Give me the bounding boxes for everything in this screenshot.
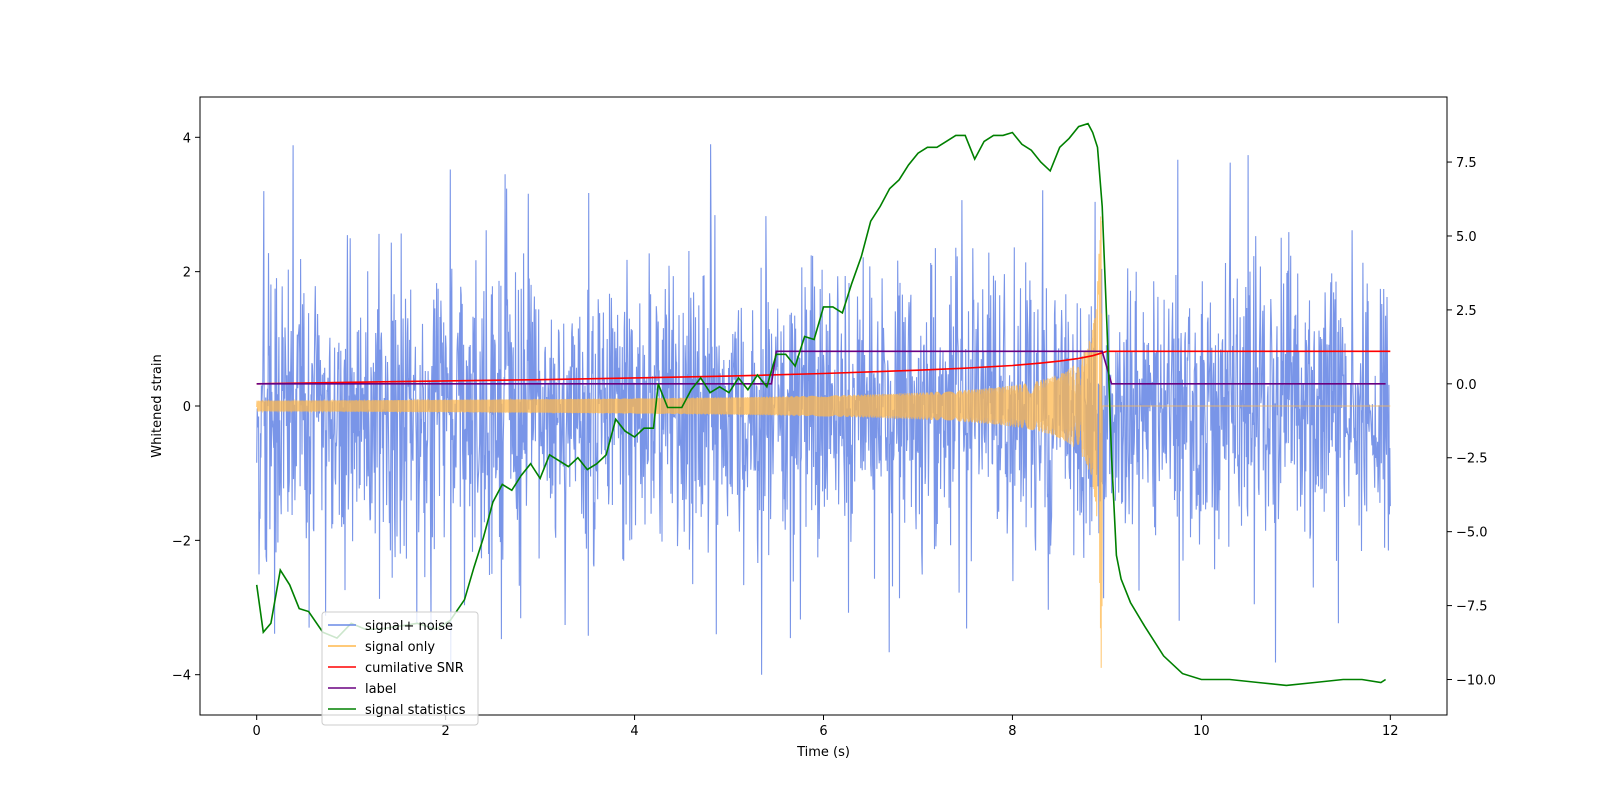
y2-tick-label: −5.0 [1456, 526, 1488, 541]
series-line-signal-noise [256, 144, 1391, 675]
series-line-signal-statistics [255, 122, 1387, 687]
y-tick-label: 4 [183, 131, 191, 146]
y2-tick-label: 7.5 [1456, 156, 1477, 171]
series-layer [255, 122, 1391, 687]
y-tick-label: −2 [172, 534, 191, 549]
x-tick-label: 10 [1193, 724, 1210, 739]
series-line-signal-only [256, 216, 1391, 668]
y2-tick-label: 0.0 [1456, 378, 1477, 393]
y-tick-label: 2 [183, 266, 191, 281]
legend-box [321, 611, 479, 726]
x-tick-label: 8 [1008, 724, 1016, 739]
y2-tick-label: 2.5 [1456, 304, 1477, 319]
legend: signal+ noise signal only cumilative SNR la… [321, 611, 479, 726]
x-tick-label: 0 [253, 724, 261, 739]
x-tick-label: 12 [1382, 724, 1399, 739]
y-tick-label: −4 [172, 669, 191, 684]
y-axis-label: Whitened strain [150, 354, 165, 457]
x-axis-label: Time (s) [796, 745, 850, 760]
legend-label: signal statistics [365, 703, 466, 718]
y2-tick-label: −10.0 [1456, 674, 1496, 689]
legend-label: signal only [365, 640, 435, 655]
series-line-label [256, 350, 1386, 385]
legend-label: signal+ noise [365, 619, 453, 634]
y-tick-label: 0 [183, 400, 191, 415]
legend-label: label [365, 682, 396, 697]
axes-layer: 0 2 4 6 8 10 12 −4 −2 0 2 4 −10.0 −7.5 −5.0 −2.5 0.0 2.5 5… [150, 96, 1496, 760]
y2-tick-label: −7.5 [1456, 600, 1488, 615]
x-tick-label: 4 [630, 724, 638, 739]
legend-label: cumilative SNR [365, 661, 464, 676]
x-tick-label: 2 [441, 724, 449, 739]
x-tick-label: 6 [819, 724, 827, 739]
series-line-cumilative-snr [256, 350, 1391, 385]
y2-tick-label: −2.5 [1456, 452, 1488, 467]
y2-tick-label: 5.0 [1456, 230, 1477, 245]
